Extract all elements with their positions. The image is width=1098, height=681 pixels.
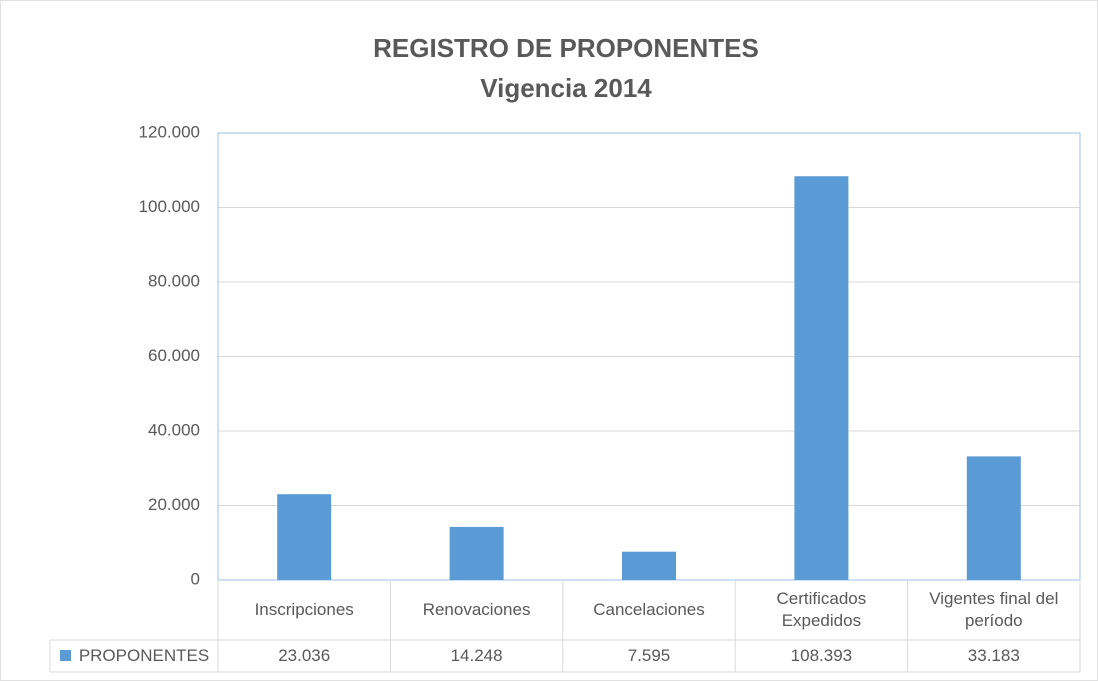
y-tick-label: 40.000 [148, 420, 200, 439]
y-tick-label: 0 [191, 569, 200, 588]
table-value-text: 108.393 [790, 646, 853, 665]
x-tick-label-text: Vigentes final del período [929, 589, 1059, 630]
bar [277, 494, 332, 580]
x-tick-label: Inscripciones [218, 580, 390, 640]
x-tick-label: Certificados Expedidos [735, 580, 907, 640]
y-tick-label: 120.000 [139, 122, 200, 141]
bar [794, 176, 849, 580]
table-value: 23.036 [218, 640, 390, 672]
table-value-text: 33.183 [967, 646, 1020, 665]
y-tick-label: 100.000 [139, 197, 200, 216]
x-tick-label: Cancelaciones [563, 580, 735, 640]
table-value-text: 7.595 [627, 646, 671, 665]
x-tick-label-text: Cancelaciones [593, 600, 705, 619]
y-tick-label: 20.000 [148, 495, 200, 514]
bar [622, 551, 676, 580]
x-tick-label-text: Inscripciones [254, 600, 354, 619]
table-value: 14.248 [390, 640, 562, 672]
y-tick-label: 80.000 [148, 271, 200, 290]
y-tick-label: 60.000 [148, 346, 200, 365]
x-tick-label-text: Certificados Expedidos [776, 589, 867, 630]
table-value: 108.393 [735, 640, 907, 672]
table-value: 33.183 [908, 640, 1080, 672]
table-value: 7.595 [563, 640, 735, 672]
legend-label: PROPONENTES [70, 640, 218, 672]
chart-title: REGISTRO DE PROPONENTES [373, 33, 759, 63]
x-tick-label: Renovaciones [390, 580, 562, 640]
legend-key [60, 650, 71, 661]
x-tick-label: Vigentes final del período [908, 580, 1080, 640]
table-value-text: 14.248 [450, 646, 503, 665]
legend-label-text: PROPONENTES [78, 646, 210, 665]
bar [449, 526, 504, 580]
table-value-text: 23.036 [278, 646, 331, 665]
chart-subtitle: Vigencia 2014 [480, 73, 652, 103]
x-tick-label-text: Renovaciones [422, 600, 531, 619]
bar [966, 456, 1021, 580]
